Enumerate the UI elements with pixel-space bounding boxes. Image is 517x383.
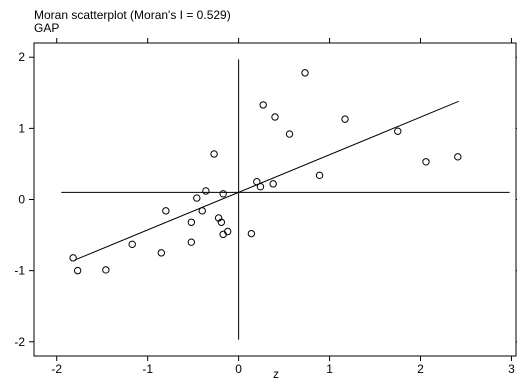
x-tick-label: 1 bbox=[326, 362, 333, 376]
scatter-point bbox=[162, 207, 170, 215]
scatter-point bbox=[256, 182, 265, 191]
axis-ticks: -2 -1 0 1 2 3 -2 -1 0 1 2 bbox=[14, 38, 517, 376]
reference-lines bbox=[61, 59, 510, 340]
scatter-point bbox=[285, 130, 294, 138]
scatter-point bbox=[217, 218, 226, 226]
scatter-point bbox=[73, 266, 82, 275]
data-points bbox=[69, 69, 462, 275]
y-tick-label: -2 bbox=[14, 335, 25, 349]
scatter-point bbox=[193, 194, 201, 202]
scatter-point bbox=[157, 249, 166, 257]
y-tick-label: -1 bbox=[14, 264, 25, 278]
scatter-point bbox=[247, 229, 256, 238]
plot-frame bbox=[33, 42, 517, 357]
scatter-point bbox=[253, 178, 261, 186]
scatter-point bbox=[341, 115, 349, 123]
chart-title: Moran scatterplot (Moran's I = 0.529) bbox=[34, 8, 231, 22]
x-axis-label: z bbox=[273, 367, 279, 381]
scatter-point bbox=[259, 101, 267, 109]
scatter-point bbox=[454, 153, 462, 161]
scatter-point bbox=[301, 69, 309, 77]
chart-subtitle: GAP bbox=[34, 21, 60, 35]
x-tick-label: -1 bbox=[142, 362, 153, 376]
scatter-point bbox=[422, 158, 430, 166]
x-tick-label: 2 bbox=[417, 362, 424, 376]
scatter-point bbox=[102, 266, 110, 274]
scatter-point bbox=[219, 190, 227, 198]
x-tick-label: 3 bbox=[508, 362, 515, 376]
scatter-point bbox=[210, 150, 218, 158]
scatter-point bbox=[394, 127, 402, 135]
scatter-point bbox=[271, 113, 279, 121]
y-tick-label: 2 bbox=[18, 50, 25, 64]
scatter-point bbox=[187, 218, 196, 226]
scatter-point bbox=[315, 171, 324, 180]
y-tick-label: 0 bbox=[18, 193, 25, 207]
scatter-point bbox=[187, 238, 196, 246]
scatter-point bbox=[202, 187, 210, 195]
scatter-point bbox=[198, 207, 206, 215]
x-tick-label: 0 bbox=[235, 362, 242, 376]
regression-line bbox=[74, 100, 459, 261]
x-tick-label: -2 bbox=[51, 362, 62, 376]
scatter-point bbox=[128, 240, 136, 249]
scatter-point bbox=[269, 180, 277, 188]
y-tick-label: 1 bbox=[18, 121, 25, 135]
scatter-point bbox=[69, 254, 77, 262]
scatter-point bbox=[224, 227, 232, 236]
